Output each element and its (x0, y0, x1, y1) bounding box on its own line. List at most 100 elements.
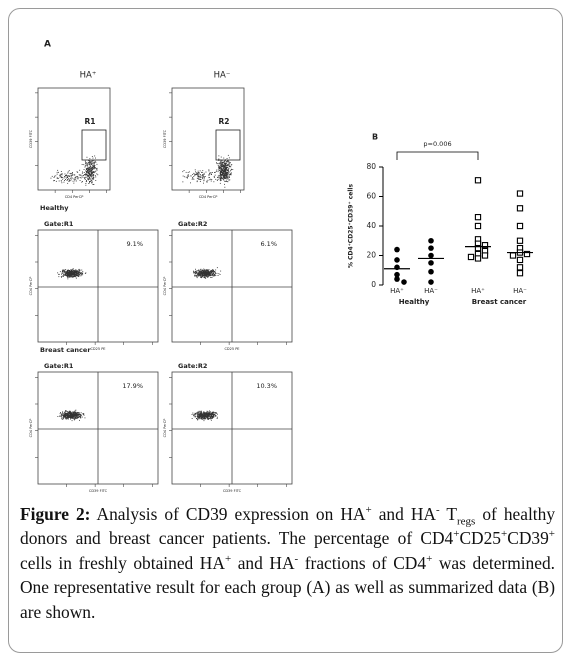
event-dot (220, 178, 222, 180)
data-point (428, 260, 434, 266)
event-dot (72, 417, 74, 419)
event-dot (224, 173, 226, 175)
event-dot (221, 172, 223, 174)
event-dot (64, 274, 66, 276)
event-dot (78, 268, 80, 270)
y-tick-label: 0 (371, 280, 376, 289)
event-dot (95, 170, 97, 172)
event-dot (58, 276, 60, 278)
event-dot (209, 273, 210, 275)
event-dot (230, 173, 232, 175)
event-dot (220, 177, 221, 179)
event-dot (75, 414, 77, 416)
event-dot (64, 271, 66, 273)
event-dot (224, 170, 226, 172)
caption-text: fractions of CD4 (298, 552, 427, 573)
event-dot (201, 411, 202, 413)
event-dot (220, 170, 222, 172)
event-dot (86, 167, 88, 169)
event-dot (64, 270, 66, 272)
event-dot (199, 416, 201, 418)
event-dot (75, 273, 77, 275)
event-dot (87, 169, 89, 171)
x-axis-label: CD39 FITC (223, 489, 242, 493)
event-dot (61, 180, 62, 182)
event-dot (93, 178, 95, 180)
event-dot (209, 416, 211, 417)
event-dot (206, 270, 208, 271)
event-dot (227, 177, 228, 179)
event-dot (227, 174, 229, 176)
event-dot (227, 167, 229, 168)
event-dot (66, 272, 68, 274)
event-dot (74, 416, 76, 418)
event-dot (88, 171, 90, 172)
event-dot (61, 275, 63, 277)
event-dot (222, 162, 224, 163)
event-dot (77, 171, 79, 173)
event-dot (91, 173, 93, 174)
event-dot (80, 272, 82, 274)
event-dot (202, 174, 203, 176)
plot-title: Gate:R1 (44, 362, 74, 370)
column-header: HA⁻ (214, 71, 231, 81)
event-dot (65, 417, 67, 419)
event-dot (63, 416, 65, 418)
event-dot (93, 168, 95, 169)
event-dot (75, 409, 77, 411)
caption-text: + (548, 528, 555, 541)
event-dot (202, 412, 204, 414)
event-dot (210, 275, 212, 277)
event-dot (222, 162, 224, 163)
event-dot (224, 168, 226, 170)
panel-label: B (372, 133, 378, 142)
event-dot (76, 272, 77, 274)
event-dot (64, 412, 66, 414)
event-dot (63, 269, 65, 271)
event-dot (84, 160, 86, 162)
event-dot (64, 416, 65, 418)
event-dot (61, 273, 62, 275)
event-dot (198, 411, 200, 413)
event-dot (77, 176, 79, 178)
event-dot (204, 414, 206, 416)
event-dot (228, 176, 230, 178)
event-dot (81, 273, 83, 275)
event-dot (86, 174, 88, 176)
event-dot (215, 275, 217, 276)
event-dot (219, 168, 221, 170)
event-dot (203, 420, 205, 422)
event-dot (79, 414, 81, 416)
y-tick-label: 80 (366, 162, 376, 171)
event-dot (77, 412, 79, 413)
event-dot (207, 274, 209, 275)
caption-text: regs (456, 515, 476, 528)
event-dot (223, 177, 225, 179)
event-dot (221, 176, 222, 178)
event-dot (91, 174, 93, 176)
caption-text: Analysis of CD39 expression on HA (90, 504, 366, 524)
event-dot (202, 275, 204, 277)
event-dot (86, 180, 87, 181)
event-dot (211, 179, 213, 180)
event-dot (79, 416, 81, 418)
event-dot (70, 271, 72, 273)
event-dot (212, 412, 214, 414)
event-dot (231, 169, 232, 171)
event-dot (94, 167, 95, 169)
event-dot (88, 168, 90, 169)
event-dot (221, 159, 223, 161)
event-dot (91, 167, 93, 168)
event-dot (75, 178, 77, 180)
event-dot (224, 160, 226, 162)
event-dot (192, 177, 194, 178)
event-dot (80, 273, 82, 275)
event-dot (75, 176, 77, 178)
event-dot (196, 173, 197, 175)
data-point (516, 237, 524, 244)
x-tick-label: HA⁺ (390, 287, 404, 295)
event-dot (215, 269, 217, 271)
event-dot (57, 272, 59, 274)
event-dot (221, 168, 222, 170)
event-dot (208, 269, 210, 271)
